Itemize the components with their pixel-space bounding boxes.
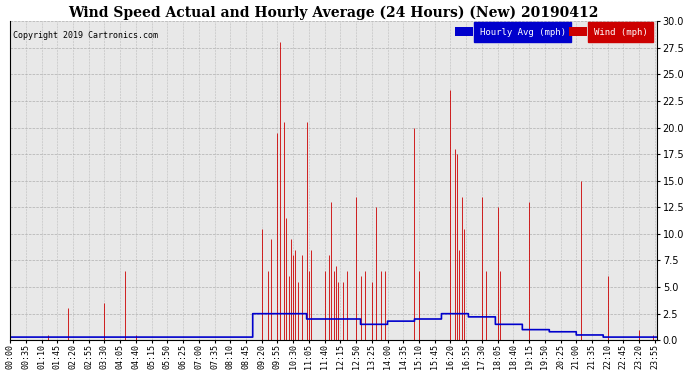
Title: Wind Speed Actual and Hourly Average (24 Hours) (New) 20190412: Wind Speed Actual and Hourly Average (24… xyxy=(68,6,599,20)
Text: Copyright 2019 Cartronics.com: Copyright 2019 Cartronics.com xyxy=(13,31,158,40)
Legend: Hourly Avg (mph), Wind (mph): Hourly Avg (mph), Wind (mph) xyxy=(453,26,649,38)
